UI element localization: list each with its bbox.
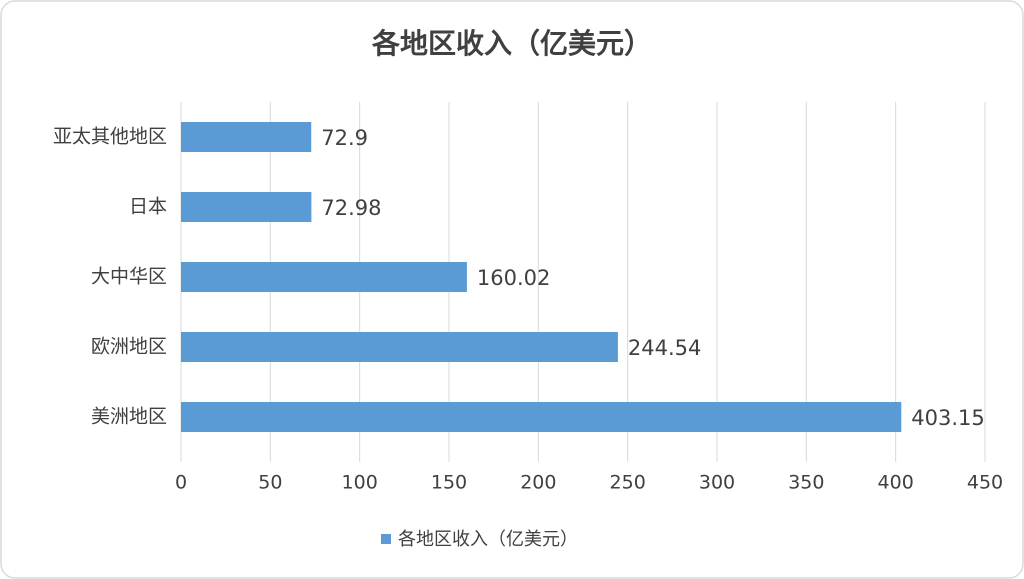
data-label: 72.9 [321,126,368,150]
bar [181,262,467,292]
y-tick-label: 日本 [129,196,167,218]
data-label: 244.54 [628,336,701,360]
y-tick-label: 大中华区 [91,266,167,288]
y-tick-label: 美洲地区 [91,406,167,428]
y-tick-label: 欧洲地区 [91,336,167,358]
legend-swatch [381,534,391,544]
x-tick-label: 100 [342,472,378,494]
chart-title: 各地区收入（亿美元） [371,27,652,60]
x-tick-label: 50 [258,472,282,494]
x-tick-label: 300 [699,472,735,494]
bar [181,122,312,152]
data-label: 160.02 [477,266,550,290]
y-tick-label: 亚太其他地区 [53,126,167,148]
x-tick-label: 0 [175,472,187,494]
data-label: 403.15 [911,406,984,430]
bar [181,332,618,362]
bar [181,402,902,432]
x-tick-label: 350 [788,472,824,494]
data-label: 72.98 [321,196,381,220]
x-tick-label: 250 [610,472,646,494]
x-tick-label: 450 [967,472,1003,494]
x-tick-label: 200 [520,472,556,494]
x-tick-label: 400 [878,472,914,494]
x-tick-label: 150 [431,472,467,494]
bar [181,192,312,222]
legend-label: 各地区收入（亿美元） [398,529,578,550]
